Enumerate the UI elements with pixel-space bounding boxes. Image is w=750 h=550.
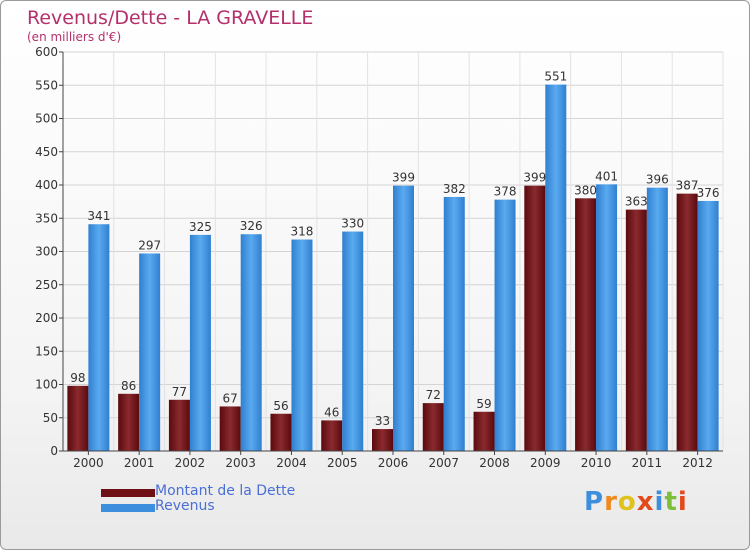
data-label: 86	[121, 379, 136, 393]
bar-dette	[676, 193, 698, 451]
data-label: 380	[574, 183, 597, 197]
y-tick-label: 150	[35, 344, 58, 358]
bar-revenus	[189, 234, 211, 451]
x-tick-label: 2008	[479, 456, 510, 470]
x-tick-label: 2007	[428, 456, 459, 470]
data-label: 56	[273, 399, 288, 413]
bar-dette	[524, 185, 546, 452]
bar-revenus	[139, 253, 161, 451]
data-label: 297	[138, 238, 161, 252]
data-label: 67	[223, 391, 238, 405]
bar-revenus	[443, 196, 465, 451]
x-tick-label: 2010	[581, 456, 612, 470]
data-label: 98	[70, 371, 85, 385]
legend-label-revenus: Revenus	[155, 498, 215, 514]
chart-subtitle: (en milliers d'€)	[27, 30, 122, 44]
bar-dette	[575, 198, 597, 451]
legend-swatch-revenus	[101, 504, 155, 512]
bar-dette	[625, 209, 647, 451]
y-tick-label: 200	[35, 311, 58, 325]
data-label: 330	[341, 217, 364, 231]
x-tick-label: 2001	[124, 456, 155, 470]
y-tick-label: 400	[35, 178, 58, 192]
y-tick-label: 50	[43, 411, 58, 425]
x-tick-label: 2002	[175, 456, 206, 470]
bar-dette	[422, 403, 444, 451]
bar-revenus	[545, 84, 567, 452]
y-tick-label: 100	[35, 378, 58, 392]
bar-revenus	[240, 234, 262, 451]
bar-revenus	[291, 239, 313, 451]
data-label: 33	[375, 414, 390, 428]
bar-revenus	[697, 200, 719, 451]
data-label: 341	[87, 209, 110, 223]
y-tick-label: 0	[50, 444, 58, 458]
x-tick-label: 2012	[682, 456, 713, 470]
x-tick-label: 2006	[378, 456, 409, 470]
y-tick-label: 550	[35, 78, 58, 92]
y-tick-label: 500	[35, 112, 58, 126]
bar-dette	[321, 420, 343, 451]
data-label: 387	[676, 179, 699, 193]
x-tick-label: 2005	[327, 456, 358, 470]
chart-title: Revenus/Dette - LA GRAVELLE	[27, 7, 314, 29]
proxiti-logo: Proxiti	[584, 487, 688, 517]
y-tick-label: 300	[35, 245, 58, 259]
data-label: 396	[646, 173, 669, 187]
data-label: 325	[189, 220, 212, 234]
legend-swatch-dette	[101, 489, 155, 497]
y-tick-label: 350	[35, 211, 58, 225]
data-label: 376	[697, 186, 720, 200]
data-label: 401	[595, 169, 618, 183]
data-label: 399	[392, 171, 415, 185]
bar-dette	[67, 385, 89, 451]
data-label: 551	[544, 70, 567, 84]
bar-dette	[168, 399, 190, 451]
bar-revenus	[494, 199, 516, 451]
data-label: 363	[625, 195, 648, 209]
y-tick-label: 250	[35, 278, 58, 292]
data-label: 378	[494, 185, 517, 199]
bar-dette	[118, 393, 140, 451]
bar-revenus	[393, 185, 414, 452]
x-tick-label: 2011	[632, 456, 663, 470]
data-label: 382	[443, 182, 466, 196]
x-tick-label: 2003	[225, 456, 256, 470]
x-tick-label: 2009	[530, 456, 561, 470]
data-label: 59	[476, 397, 491, 411]
bar-dette	[372, 429, 393, 451]
x-tick-label: 2004	[276, 456, 307, 470]
bar-revenus	[596, 184, 618, 451]
data-label: 46	[324, 405, 339, 419]
data-label: 72	[426, 388, 441, 402]
bar-revenus	[88, 224, 110, 451]
data-label: 318	[291, 225, 314, 239]
bar-dette	[270, 413, 292, 451]
legend-label-dette: Montant de la Dette	[155, 483, 296, 499]
bar-revenus	[646, 187, 668, 451]
x-tick-label: 2000	[73, 456, 104, 470]
data-label: 399	[523, 171, 546, 185]
data-label: 77	[172, 385, 187, 399]
data-label: 326	[240, 219, 263, 233]
y-tick-label: 600	[35, 45, 58, 59]
y-tick-label: 450	[35, 145, 58, 159]
bar-dette	[219, 406, 241, 451]
bar-revenus	[342, 231, 364, 451]
bar-dette	[473, 411, 495, 451]
